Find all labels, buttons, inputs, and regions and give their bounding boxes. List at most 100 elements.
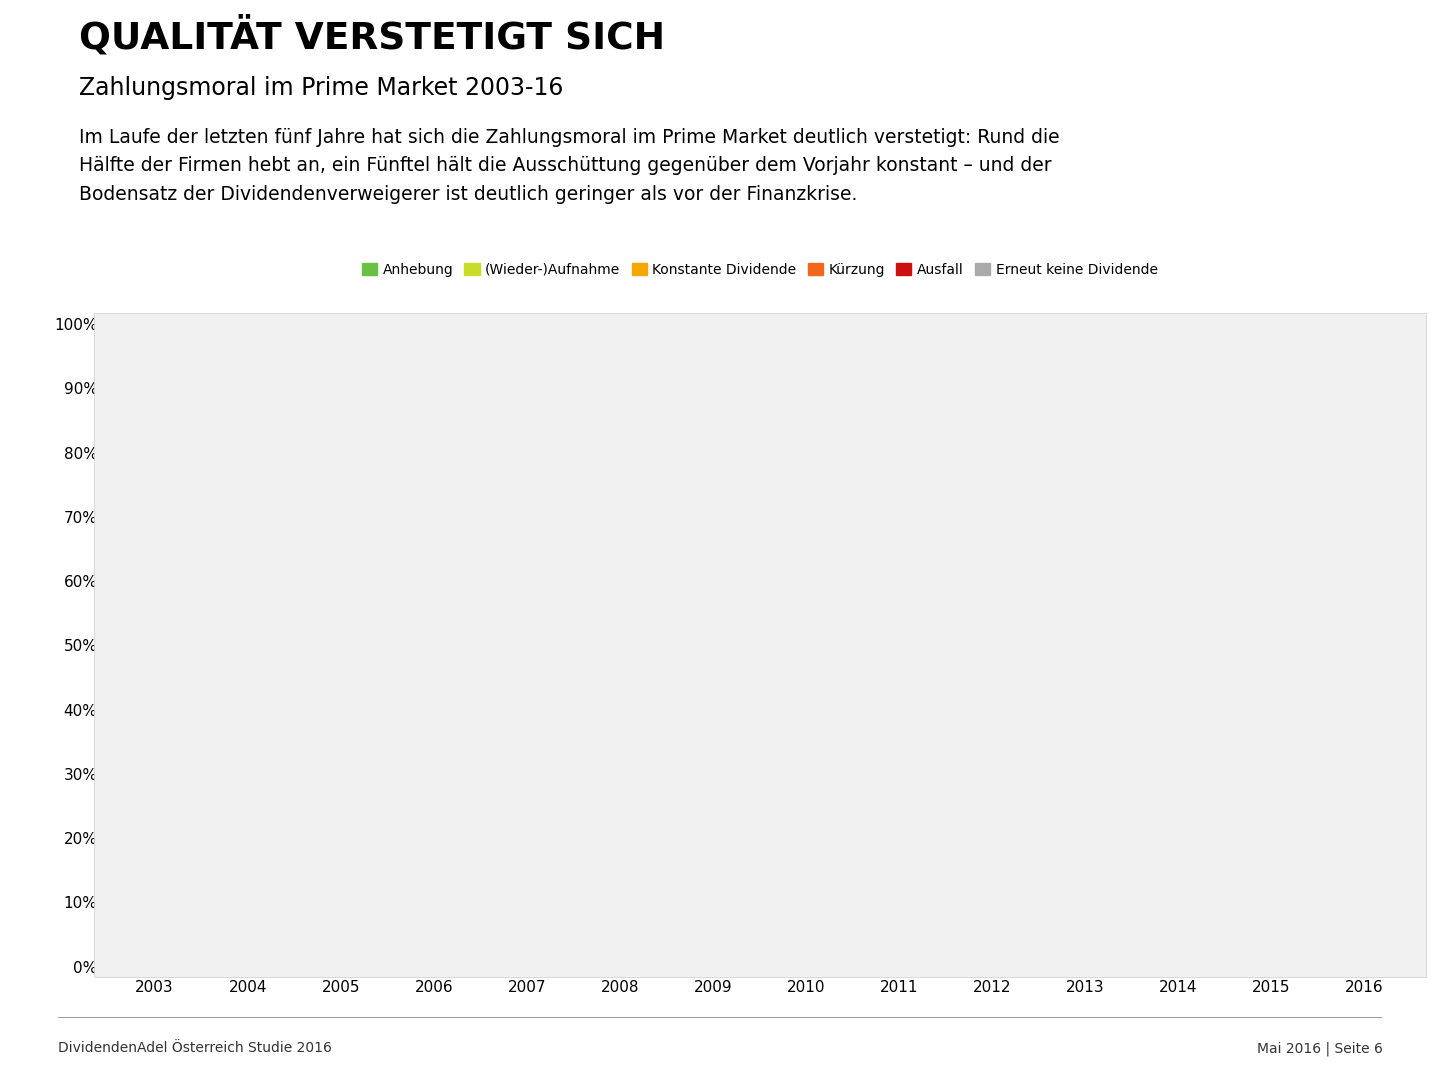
Bar: [1146, 330, 1211, 363]
Text: Mai 2016 | Seite 6: Mai 2016 | Seite 6: [1257, 1041, 1382, 1055]
Text: 26%: 26%: [698, 401, 727, 414]
Bar: [1146, 511, 1211, 664]
Text: 16%: 16%: [978, 594, 1007, 607]
Bar: [494, 588, 560, 677]
Text: 3%: 3%: [1168, 667, 1188, 680]
Text: 8%: 8%: [890, 401, 909, 414]
Bar: [959, 446, 1025, 498]
Bar: [588, 684, 652, 967]
Text: 6%: 6%: [423, 651, 444, 664]
Text: 44%: 44%: [1165, 819, 1192, 832]
Text: 20%: 20%: [792, 729, 821, 742]
Text: 38%: 38%: [419, 453, 448, 465]
Bar: [1238, 504, 1305, 639]
Bar: [959, 651, 1025, 703]
Text: 51%: 51%: [886, 796, 913, 809]
Bar: [215, 562, 281, 651]
Text: 45%: 45%: [513, 815, 541, 828]
Text: 5%: 5%: [1168, 340, 1188, 353]
Bar: [122, 555, 187, 626]
Bar: [1053, 742, 1117, 967]
Bar: [867, 433, 932, 516]
Bar: [122, 780, 187, 967]
Bar: [681, 858, 746, 967]
Bar: [959, 703, 1025, 967]
Text: 45%: 45%: [419, 815, 448, 828]
Bar: [308, 568, 373, 600]
Bar: [1332, 318, 1397, 350]
Bar: [867, 382, 932, 433]
Text: 5%: 5%: [517, 532, 537, 545]
Bar: [122, 523, 187, 555]
Text: 31%: 31%: [233, 436, 262, 449]
Text: QUALITÄT VERSTETIGT SICH: QUALITÄT VERSTETIGT SICH: [79, 16, 665, 56]
Bar: [681, 658, 746, 786]
Bar: [122, 626, 187, 780]
Bar: [959, 498, 1025, 549]
Bar: [681, 786, 746, 858]
Text: 35%: 35%: [327, 430, 354, 443]
Bar: [122, 337, 187, 523]
Text: 26%: 26%: [792, 394, 821, 407]
Bar: [1332, 498, 1397, 633]
Bar: [308, 600, 373, 967]
Text: 20%: 20%: [698, 716, 727, 729]
Text: 14%: 14%: [233, 600, 262, 613]
Text: 29%: 29%: [141, 867, 168, 880]
Bar: [588, 356, 652, 511]
Bar: [494, 677, 560, 967]
Text: 5%: 5%: [517, 565, 537, 578]
Bar: [1238, 318, 1305, 369]
Bar: [588, 613, 652, 684]
Text: 23%: 23%: [1351, 417, 1378, 430]
Bar: [402, 337, 467, 581]
Text: 8%: 8%: [982, 465, 1002, 478]
Bar: [773, 318, 838, 485]
Text: 3%: 3%: [238, 545, 258, 558]
Text: 40%: 40%: [233, 832, 262, 845]
Text: 8%: 8%: [890, 536, 909, 549]
Text: DividendenAdel Österreich Studie 2016: DividendenAdel Österreich Studie 2016: [58, 1041, 331, 1055]
Text: Zahlungsmoral im Prime Market 2003-16: Zahlungsmoral im Prime Market 2003-16: [79, 77, 563, 100]
Bar: [773, 485, 838, 516]
Bar: [1053, 523, 1117, 677]
Text: 5%: 5%: [796, 495, 816, 508]
Bar: [773, 799, 838, 883]
Text: 17%: 17%: [698, 905, 727, 918]
Bar: [215, 710, 281, 967]
Text: 8%: 8%: [982, 671, 1002, 684]
Text: 11%: 11%: [698, 815, 727, 828]
Bar: [1238, 234, 1305, 318]
Bar: [681, 324, 746, 491]
Bar: [1053, 710, 1117, 742]
Text: 10%: 10%: [1165, 292, 1192, 305]
Text: 9%: 9%: [238, 674, 258, 687]
Bar: [1332, 350, 1397, 498]
Bar: [681, 491, 746, 600]
Bar: [1238, 639, 1305, 671]
Text: 24%: 24%: [141, 697, 168, 710]
Bar: [1053, 677, 1117, 710]
Bar: [773, 516, 838, 671]
Text: 9%: 9%: [703, 623, 723, 636]
Bar: [867, 247, 932, 382]
Bar: [959, 549, 1025, 651]
Text: 5%: 5%: [1261, 648, 1282, 661]
Bar: [308, 549, 373, 568]
Text: 8%: 8%: [1076, 337, 1096, 350]
Bar: [494, 523, 560, 555]
Text: 13%: 13%: [792, 835, 821, 848]
Text: 24%: 24%: [792, 588, 821, 600]
Text: 21%: 21%: [1351, 558, 1378, 571]
Bar: [494, 555, 560, 588]
Bar: [1332, 234, 1397, 318]
Bar: [402, 639, 467, 677]
Text: 24%: 24%: [1165, 581, 1192, 594]
Text: 14%: 14%: [513, 626, 541, 639]
Bar: [867, 639, 932, 967]
Bar: [1053, 318, 1117, 369]
Bar: [215, 651, 281, 710]
Text: 21%: 21%: [886, 308, 913, 321]
Text: 11%: 11%: [141, 584, 168, 597]
Bar: [308, 324, 373, 549]
